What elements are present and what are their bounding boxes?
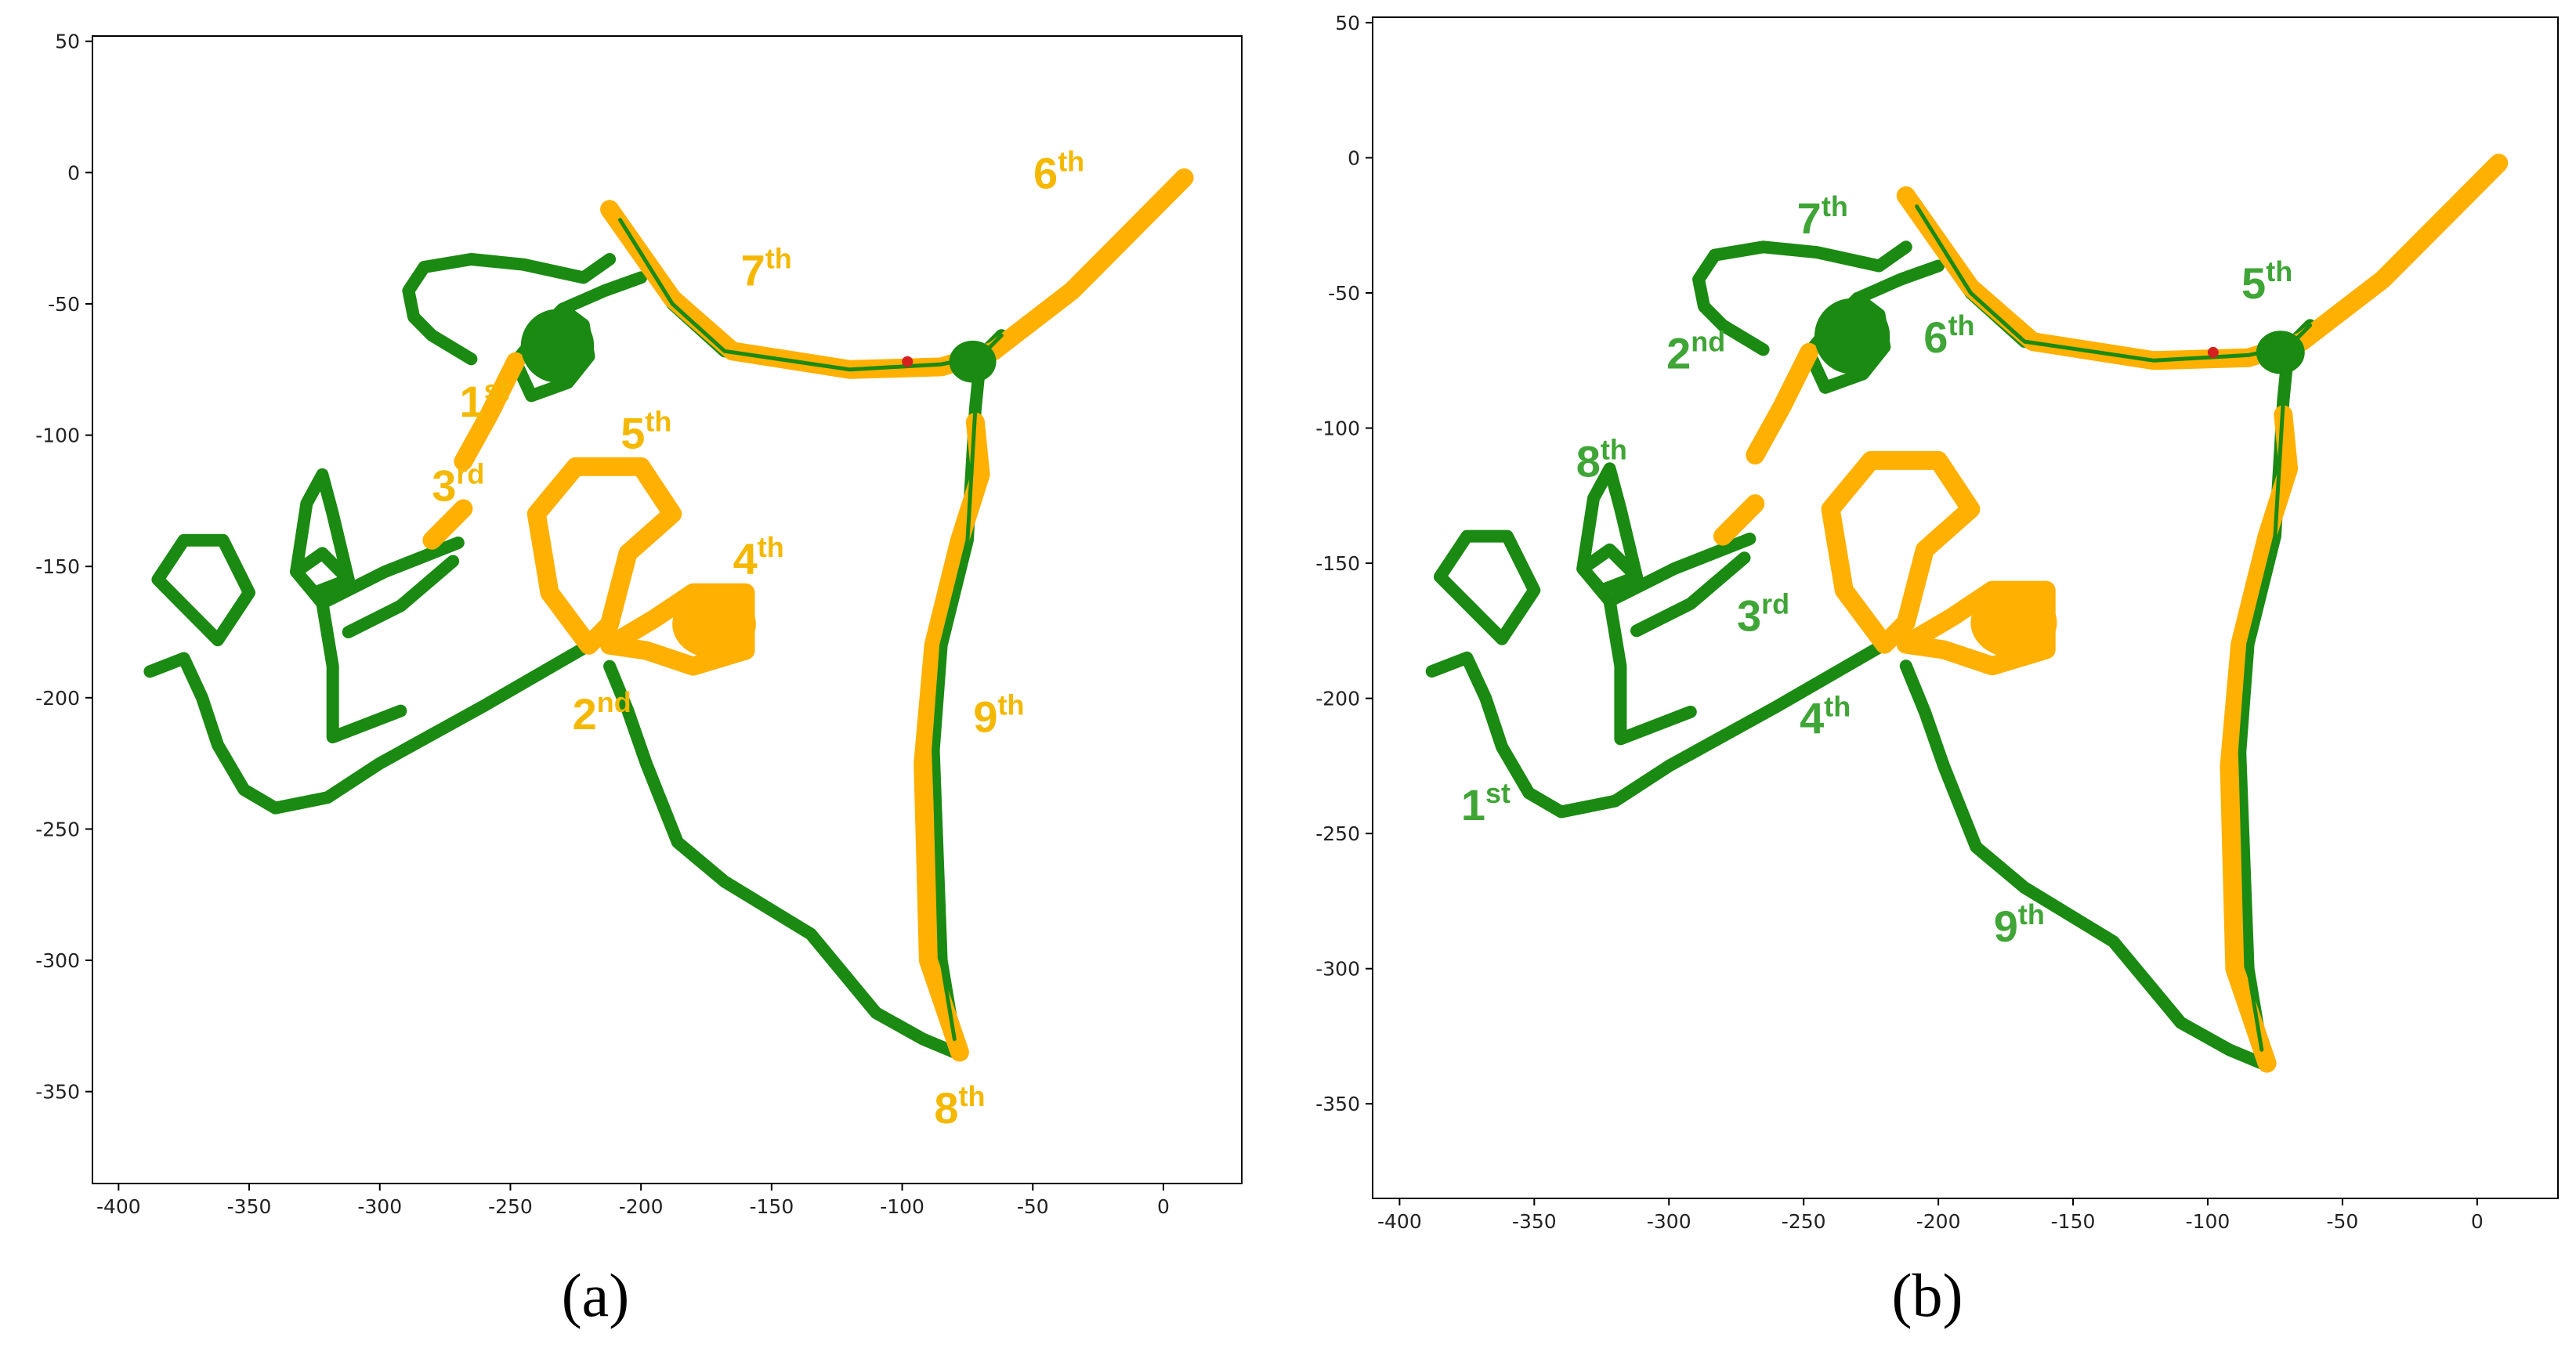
route-orange [2220,405,2299,1073]
x-tick-label: -350 [1512,1210,1557,1233]
y-tick-label: -150 [35,555,80,578]
segment-label: 7th [1797,190,1848,243]
segment-label: 4th [733,531,784,584]
x-tick-label: -250 [488,1195,533,1218]
route-centerline [932,354,983,1042]
route-green [1630,551,1751,638]
route-green [316,537,465,744]
x-tick-label: -200 [619,1195,664,1218]
route-green [1899,660,2268,1070]
x-tick-label: 0 [1157,1195,1170,1218]
x-tick-label: -400 [1377,1210,1422,1233]
route-hub [672,590,756,659]
y-tick-label: -50 [1328,282,1360,305]
route-orange [1746,342,1819,464]
y-tick-label: 50 [55,31,80,53]
start-marker [2207,346,2219,358]
route-green [1425,638,1891,819]
segment-label: 2nd [1666,326,1725,378]
x-tick-label: 0 [2471,1210,2484,1233]
x-tick-label: -50 [2326,1210,2358,1233]
route-orange [1713,494,1765,546]
route-green [1692,240,1912,356]
start-marker [902,356,914,367]
segment-label: 3rd [1737,587,1789,640]
y-tick-label: -200 [1315,688,1360,710]
panel-a: -400 -350 -300 -250 -200 -150 -100 -50 0 50 0 -50 -1… [35,31,1243,1329]
route-green [342,555,460,638]
y-tick-label: -50 [48,293,80,316]
route-orange [600,168,1194,379]
segment-label: 8th [1576,434,1627,486]
x-tick-label: -400 [96,1195,141,1218]
route-green [1851,259,1945,305]
route-orange [454,352,526,472]
segment-label: 2nd [573,686,631,739]
y-tick-label: -300 [35,949,80,972]
segment-label: 5th [2241,255,2292,308]
route-green [151,533,255,647]
x-tick-label: -50 [1017,1195,1049,1218]
route-orange [1821,450,1981,654]
route-hub [1970,587,2057,658]
route-hub [520,309,595,383]
segment-label: 3rd [432,457,484,510]
route-hub [1814,298,1890,374]
segment-label: 6th [1033,145,1084,197]
route-green [290,547,355,599]
segment-label: 8th [934,1080,985,1133]
x-tick-label: -100 [2186,1210,2230,1233]
route-green [1576,543,1643,597]
y-tick-label: -300 [1315,958,1360,981]
route-green [1603,533,1757,746]
segment-label: 9th [973,688,1024,741]
route-green [556,271,648,316]
panel-caption: (a) [562,1261,630,1329]
y-tick-label: -150 [1315,552,1360,575]
panel-caption: (b) [1892,1261,1963,1329]
segment-label: 4th [1800,690,1851,743]
y-tick-label: -200 [35,687,80,710]
segment-label: 1st [460,374,509,426]
x-tick-label: -100 [880,1195,924,1218]
x-tick-label: -300 [357,1195,402,1218]
y-tick-label: -250 [35,818,80,840]
x-tick-label: -350 [227,1195,272,1218]
route-hub [2256,331,2305,374]
x-tick-label: -250 [1782,1210,1826,1233]
y-tick-label: -350 [35,1081,80,1104]
route-green [402,253,617,366]
route-green [143,638,595,815]
y-tick-label: -100 [1315,417,1360,440]
route-centerline [2238,345,2291,1052]
route-hub [949,340,997,383]
x-tick-label: -200 [1916,1210,1961,1233]
route-orange [526,457,682,655]
y-tick-label: -350 [1315,1093,1360,1115]
route-orange [914,412,990,1062]
route-green [1434,529,1541,645]
segment-label: 5th [620,405,671,457]
panel-b: -400 -350 -300 -250 -200 -150 -100 -50 0 50 0 -50 -1… [1315,12,2559,1329]
segment-label: 6th [1923,309,1974,362]
route-orange [1896,154,2509,370]
x-tick-label: -300 [1647,1210,1691,1233]
y-tick-label: -250 [1315,822,1360,845]
route-green [603,660,961,1059]
x-tick-label: -150 [2051,1210,2096,1233]
y-tick-label: -100 [35,425,80,447]
segment-label: 1st [1461,777,1511,829]
y-tick-label: 50 [1335,12,1360,34]
x-tick-label: -150 [749,1195,794,1218]
segment-label: 9th [1994,898,2045,951]
y-tick-label: 0 [67,161,80,184]
y-tick-label: 0 [1348,146,1360,169]
route-orange [422,499,473,550]
segment-label: 7th [741,242,792,295]
